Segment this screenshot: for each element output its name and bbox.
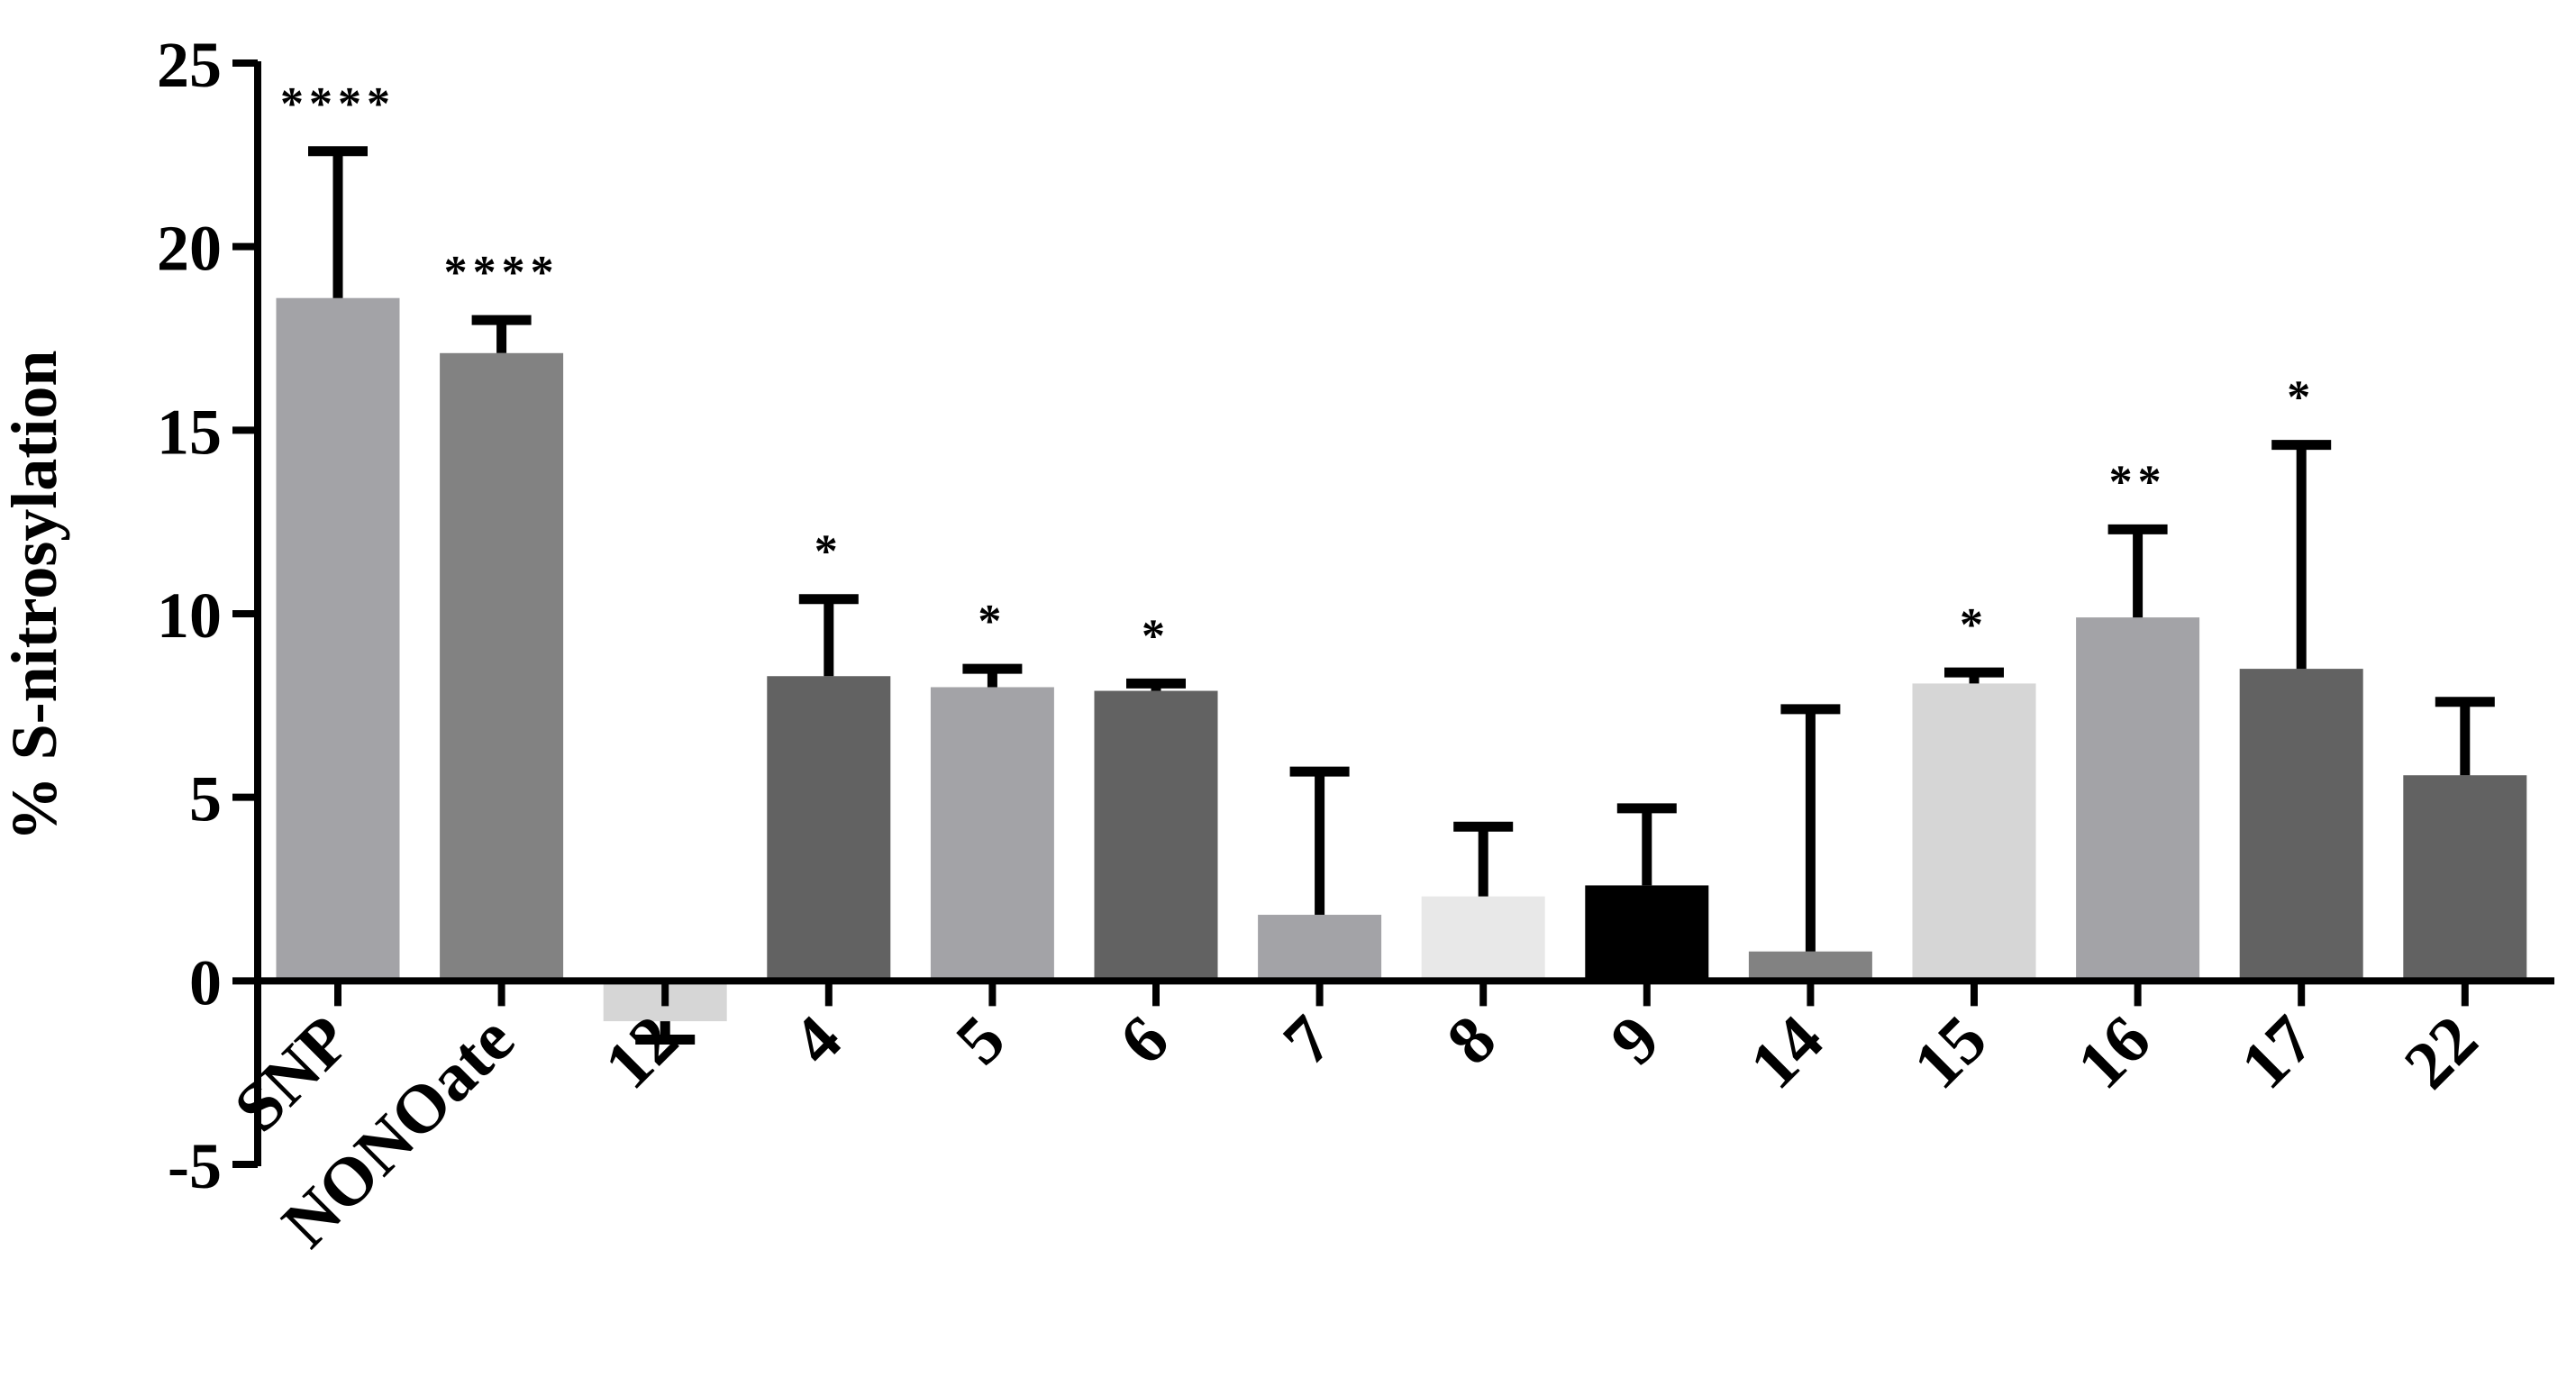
x-tick-label: 17 (2226, 1001, 2328, 1103)
bar-snp (276, 297, 400, 981)
bar-4 (767, 676, 891, 981)
y-tick-label: -5 (168, 1130, 222, 1202)
error-bars-group (308, 146, 2495, 1045)
x-tick-label: 14 (1735, 1001, 1837, 1103)
y-tick-label: 15 (157, 396, 222, 468)
x-tick-label: 22 (2390, 1001, 2492, 1103)
x-tick-label: 4 (778, 1001, 856, 1079)
significance-marker: **** (444, 247, 560, 298)
y-tick-label: 25 (157, 29, 222, 101)
y-tick-label: 0 (189, 946, 222, 1018)
bar-16 (2076, 617, 2200, 981)
x-tick-label: 7 (1269, 1001, 1346, 1079)
x-tick-label: 16 (2062, 1001, 2164, 1103)
significance-marker: ** (2109, 456, 2167, 507)
significance-marker: **** (280, 78, 396, 130)
y-tick-label: 20 (157, 213, 222, 285)
bar-8 (1421, 896, 1545, 981)
significance-marker: * (2287, 372, 2316, 424)
y-tick-label: 10 (157, 579, 222, 652)
bar-5 (930, 687, 1054, 981)
x-tick-label: 15 (1899, 1001, 2001, 1103)
x-tick-label: SNP (220, 1001, 365, 1146)
x-tick-label: 8 (1433, 1001, 1510, 1079)
x-tick-label: 5 (942, 1001, 1019, 1079)
bar-22 (2403, 775, 2527, 981)
bar-14 (1748, 951, 1872, 981)
y-tick-label: 5 (189, 763, 222, 835)
bar-9 (1585, 885, 1709, 981)
x-tick-label: 6 (1106, 1001, 1183, 1079)
y-axis-title: % S-nitrosylation (0, 351, 70, 842)
bar-15 (1912, 683, 2036, 981)
significance-marker: * (978, 596, 1006, 647)
significance-marker: * (1142, 610, 1170, 662)
bar-17 (2239, 669, 2363, 981)
bar-7 (1258, 915, 1382, 981)
significance-marker: * (815, 526, 843, 578)
y-ticks-group: -5 0 5 10 15 20 25 (157, 29, 258, 1202)
significance-marker: * (1960, 599, 1989, 651)
x-tick-label: 9 (1597, 1001, 1674, 1079)
bar-nonoate (440, 352, 564, 981)
bar-6 (1094, 690, 1218, 981)
significance-group: ********** * **** (280, 78, 2316, 662)
bars-group (276, 297, 2527, 1022)
axes-group (254, 61, 2554, 1166)
